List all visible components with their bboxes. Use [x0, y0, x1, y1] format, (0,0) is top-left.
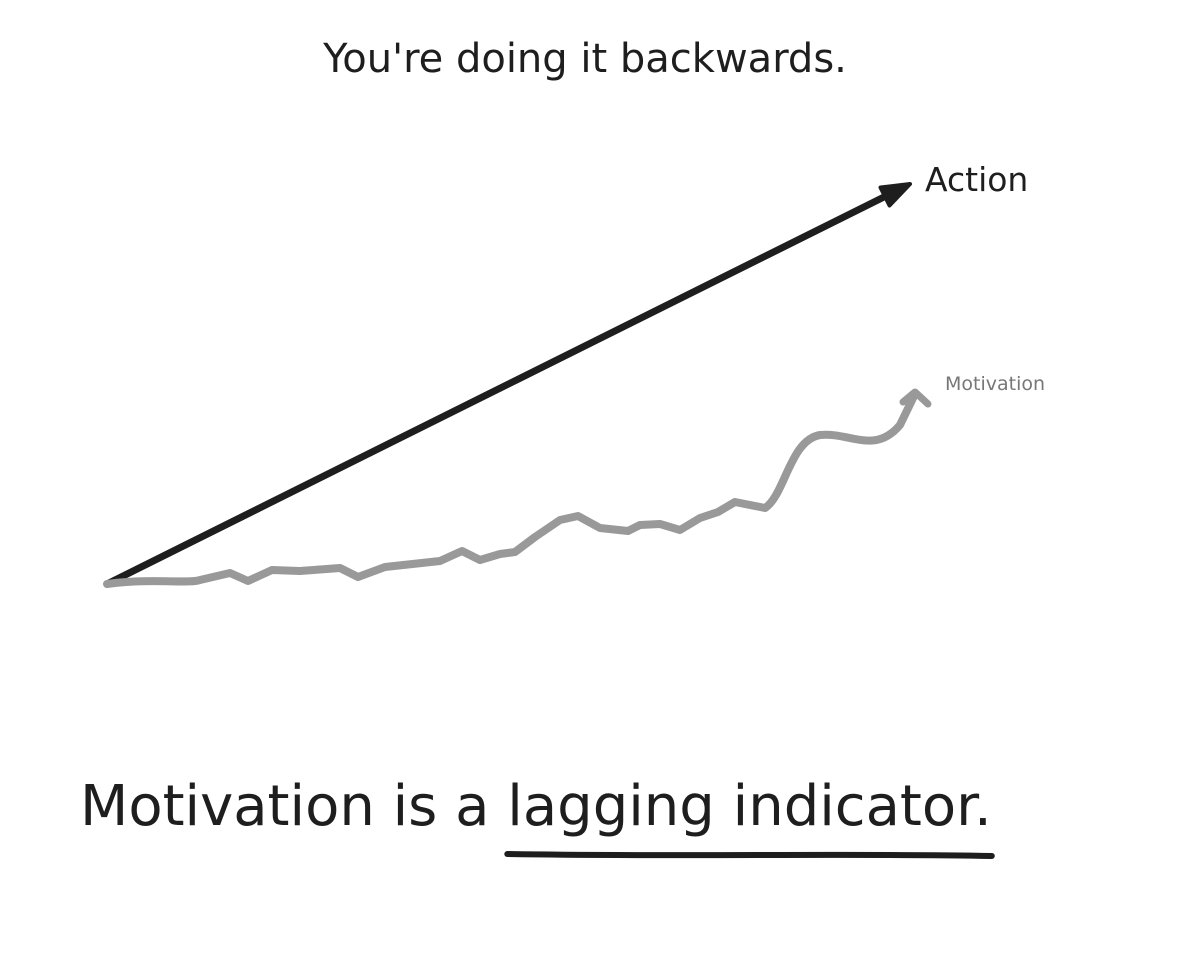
conclusion-emphasis: lagging indicator. [507, 774, 992, 839]
motivation-arrow-head [899, 388, 932, 408]
conclusion-lead: Motivation is a [80, 774, 507, 839]
motivation-label: Motivation [945, 373, 1045, 395]
action-arrow-line [103, 189, 896, 588]
motivation-line [103, 392, 918, 588]
action-label: Action [925, 160, 1028, 199]
action-arrow-head [878, 182, 912, 208]
title: You're doing it backwards. [322, 36, 847, 82]
conclusion: Motivation is a lagging indicator. [80, 774, 992, 839]
underline [504, 851, 995, 859]
